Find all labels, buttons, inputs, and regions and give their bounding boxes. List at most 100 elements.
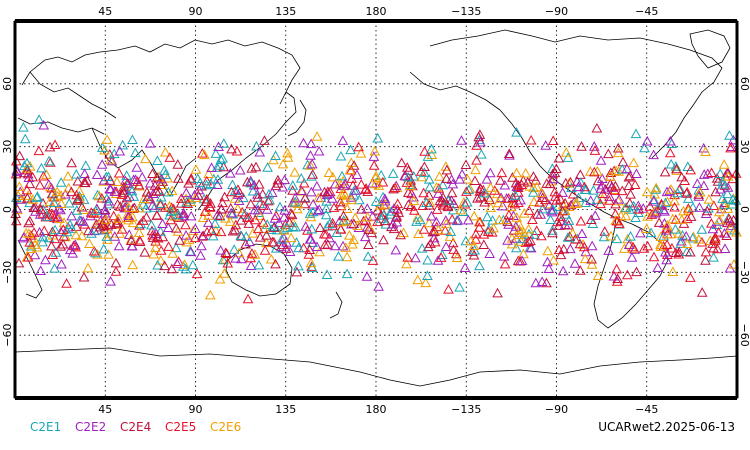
occultation-marker [185, 246, 197, 257]
occultation-marker [566, 182, 577, 193]
occultation-marker [614, 218, 625, 228]
occultation-marker [648, 251, 660, 262]
occultation-marker [529, 229, 540, 239]
occultation-marker [99, 205, 110, 215]
occultation-marker [70, 169, 82, 179]
occultation-marker [580, 197, 592, 207]
occultation-marker [306, 158, 318, 169]
occultation-marker [131, 162, 143, 172]
occultation-marker [422, 254, 433, 265]
occultation-marker [329, 178, 341, 189]
occultation-marker [470, 228, 482, 239]
occultation-marker [253, 259, 265, 270]
occultation-marker [268, 222, 280, 232]
occultation-marker [563, 215, 575, 225]
occultation-marker [217, 152, 228, 163]
occultation-marker [320, 203, 332, 213]
occultation-marker [452, 215, 464, 225]
occultation-marker [562, 152, 574, 162]
occultation-marker [70, 229, 82, 240]
occultation-marker [261, 219, 273, 229]
occultation-marker [684, 246, 696, 257]
occultation-marker [428, 232, 440, 243]
occultation-marker [116, 223, 128, 234]
occultation-marker [595, 155, 607, 165]
occultation-marker [652, 203, 664, 213]
occultation-marker [655, 239, 666, 249]
lat-label-left-4: −60 [1, 324, 14, 347]
occultation-marker [641, 135, 653, 146]
occultation-marker [389, 182, 401, 193]
occultation-marker [642, 240, 654, 251]
occultation-marker [141, 186, 153, 197]
occultation-marker [229, 224, 241, 235]
occultation-marker [716, 203, 727, 214]
occultation-marker [696, 236, 708, 247]
occultation-marker [564, 243, 576, 254]
occultation-marker [22, 190, 34, 200]
occultation-marker [37, 197, 49, 208]
occultation-marker [92, 189, 103, 200]
occultation-marker [700, 146, 711, 156]
occultation-marker [665, 184, 677, 194]
occultation-marker [227, 225, 239, 236]
occultation-marker [304, 233, 316, 244]
occultation-marker [474, 216, 486, 227]
occultation-marker [254, 232, 266, 242]
occultation-marker [638, 243, 650, 253]
coastline-japan [287, 99, 307, 137]
occultation-marker [487, 214, 498, 225]
occultation-marker [105, 154, 116, 165]
occultation-marker [314, 246, 325, 257]
occultation-marker [34, 209, 46, 219]
occultation-marker [28, 232, 40, 243]
occultation-marker [503, 209, 515, 220]
occultation-marker [609, 185, 621, 195]
occultation-marker [361, 203, 373, 213]
occultation-marker [238, 192, 249, 203]
occultation-marker [336, 189, 347, 199]
occultation-marker [23, 228, 35, 238]
occultation-marker [125, 233, 137, 244]
occultation-marker [312, 205, 324, 216]
occultation-marker [563, 219, 574, 230]
occultation-marker [49, 224, 61, 235]
lat-label-left-0: 60 [1, 77, 14, 91]
occultation-marker [203, 210, 215, 220]
occultation-marker [725, 215, 736, 226]
occultation-marker [462, 173, 473, 184]
occultation-marker [120, 175, 131, 186]
occultation-marker [630, 128, 642, 139]
occultation-marker [553, 220, 565, 230]
occultation-marker [591, 122, 603, 133]
occultation-marker [166, 263, 178, 274]
occultation-marker [499, 258, 511, 269]
occultation-marker [388, 203, 400, 213]
occultation-marker [509, 198, 521, 209]
occultation-marker [447, 204, 459, 215]
occultation-marker [44, 141, 56, 152]
occultation-marker [152, 259, 163, 270]
occultation-marker [37, 231, 49, 242]
occultation-marker [144, 137, 156, 148]
occultation-marker [495, 175, 506, 185]
lat-label-right-0: 60 [738, 77, 750, 91]
occultation-marker [304, 208, 316, 218]
occultation-marker [492, 287, 503, 298]
occultation-marker [387, 168, 399, 178]
occultation-marker [224, 216, 236, 226]
occultation-marker [545, 214, 556, 225]
occultation-marker [353, 141, 364, 152]
occultation-marker [287, 185, 298, 195]
occultation-marker [127, 259, 139, 270]
occultation-marker [289, 167, 301, 177]
occultation-marker [465, 235, 477, 246]
occultation-marker [524, 242, 536, 252]
occultation-marker [118, 184, 129, 195]
occultation-marker [38, 119, 50, 130]
occultation-marker [114, 201, 126, 211]
occultation-marker [648, 149, 659, 160]
occultation-marker [133, 227, 145, 238]
occultation-marker [415, 166, 427, 176]
occultation-marker [476, 149, 487, 159]
